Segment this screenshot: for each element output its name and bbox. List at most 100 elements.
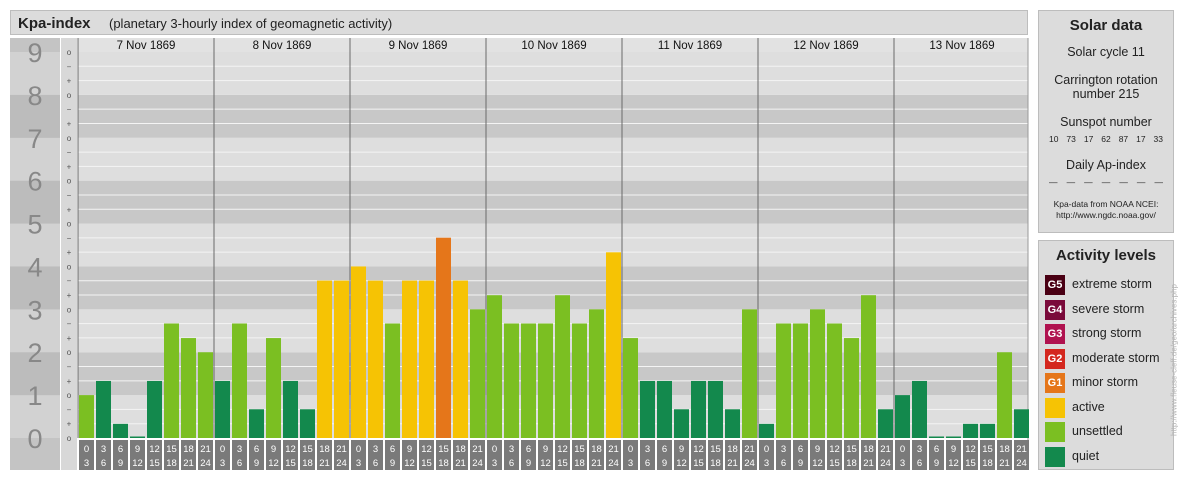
day-label: 11 Nov 1869 (658, 40, 722, 52)
interval-start-label: 3 (101, 444, 106, 455)
level-band (78, 309, 1028, 353)
kp-bar (674, 409, 689, 438)
interval-start-label: 6 (662, 444, 667, 455)
day-label: 12 Nov 1869 (793, 40, 858, 52)
interval-end-label: 24 (472, 458, 483, 469)
interval-end-label: 12 (540, 458, 551, 469)
sunspot-value: 17 (1083, 134, 1094, 144)
interval-tile (504, 440, 519, 470)
minor-tick-o: o (67, 91, 72, 100)
carrington-line-2: number 215 (1072, 87, 1140, 101)
level-band (78, 52, 1028, 95)
solar-data-title: Solar data (1069, 17, 1143, 34)
interval-start-label: 3 (645, 444, 650, 455)
activity-levels-panel: Activity levels G5 extreme storm G4 severe … (1038, 240, 1174, 470)
interval-tile (198, 440, 213, 470)
interval-start-label: 0 (900, 444, 905, 455)
interval-start-label: 6 (526, 444, 531, 455)
minor-tick-minus: − (67, 405, 72, 414)
minor-tick-o: o (67, 177, 72, 186)
interval-end-label: 9 (662, 458, 667, 469)
kp-bar (504, 323, 519, 438)
interval-end-label: 9 (118, 458, 123, 469)
interval-end-label: 9 (798, 458, 803, 469)
minor-tick-minus: − (67, 148, 72, 157)
interval-end-label: 24 (200, 458, 211, 469)
sunspot-value: 62 (1101, 134, 1111, 144)
interval-tile (385, 440, 400, 470)
interval-end-label: 3 (220, 458, 225, 469)
interval-start-label: 15 (574, 444, 585, 455)
minor-tick-o: o (67, 305, 72, 314)
level-band (78, 180, 1028, 224)
interval-tile (742, 440, 757, 470)
interval-tile (215, 440, 230, 470)
legend-swatch (1045, 422, 1065, 442)
interval-end-label: 24 (880, 458, 891, 469)
y-label-band (10, 52, 60, 95)
y-tick-label: 9 (27, 38, 42, 68)
minor-tick-minus: − (67, 191, 72, 200)
credit-line-1: Kpa-data from NOAA NCEI: (1053, 199, 1159, 209)
level-band (78, 137, 1028, 181)
interval-start-label: 15 (438, 444, 449, 455)
interval-tile (1014, 440, 1029, 470)
kp-bar (589, 309, 604, 438)
data-credit: Kpa-data from NOAA NCEI: http://www.ngdc… (1039, 199, 1173, 221)
legend-item: quiet (1045, 446, 1180, 467)
legend-item: G1 minor storm (1045, 373, 1180, 393)
minor-tick-plus: + (67, 334, 72, 343)
kp-bar (861, 295, 876, 438)
ap-value: — (1066, 177, 1076, 187)
interval-end-label: 18 (982, 458, 993, 469)
kp-bar (181, 338, 196, 438)
interval-start-label: 18 (455, 444, 466, 455)
interval-tile (895, 440, 910, 470)
interval-tile (657, 440, 672, 470)
minor-tick-o: o (67, 220, 72, 229)
interval-end-label: 15 (421, 458, 432, 469)
interval-start-label: 0 (84, 444, 89, 455)
kp-bar (555, 295, 570, 438)
kp-bar (334, 280, 349, 438)
interval-tile (232, 440, 247, 470)
interval-end-label: 6 (101, 458, 106, 469)
interval-start-label: 9 (407, 444, 412, 455)
legend-label: quiet (1072, 448, 1100, 463)
kp-bar (266, 338, 281, 438)
kp-bar (725, 409, 740, 438)
interval-end-label: 12 (948, 458, 959, 469)
interval-tile (351, 440, 366, 470)
kp-bar (283, 380, 298, 438)
minor-tick-plus: + (67, 205, 72, 214)
y-axis-label-column (10, 38, 60, 470)
interval-end-label: 9 (526, 458, 531, 469)
interval-end-label: 24 (608, 458, 619, 469)
y-tick-label: 1 (27, 381, 42, 411)
kp-bar (963, 423, 978, 438)
y-label-band (10, 223, 60, 267)
interval-start-label: 9 (679, 444, 684, 455)
interval-tile (844, 440, 859, 470)
kp-bar (79, 395, 94, 438)
interval-tile (827, 440, 842, 470)
minor-tick-o: o (67, 134, 72, 143)
kp-bar (759, 423, 774, 438)
y-tick-label: 8 (27, 81, 42, 111)
interval-tile (640, 440, 655, 470)
interval-start-label: 12 (829, 444, 840, 455)
interval-tile (487, 440, 502, 470)
minor-tick-minus: − (67, 320, 72, 329)
interval-end-label: 21 (455, 458, 466, 469)
interval-tile (861, 440, 876, 470)
kp-bar (895, 395, 910, 438)
minor-tick-plus: + (67, 119, 72, 128)
interval-end-label: 24 (1016, 458, 1027, 469)
kp-bar (521, 323, 536, 438)
interval-tile (674, 440, 689, 470)
interval-tile (878, 440, 893, 470)
interval-end-label: 15 (557, 458, 568, 469)
interval-start-label: 3 (509, 444, 514, 455)
interval-end-label: 18 (846, 458, 857, 469)
